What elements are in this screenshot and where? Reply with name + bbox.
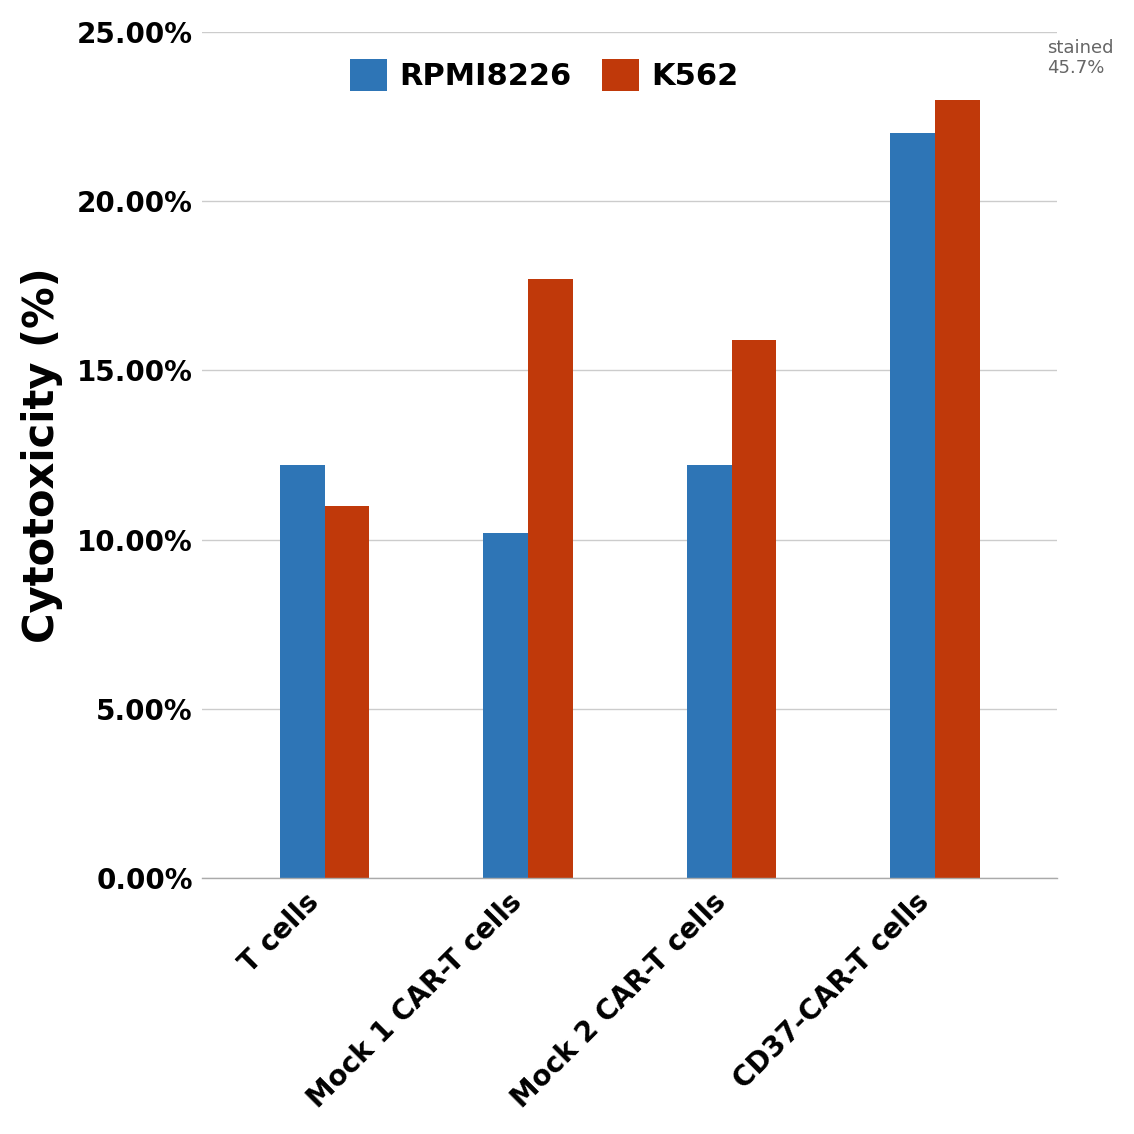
Text: stained
45.7%: stained 45.7%: [1047, 39, 1114, 77]
Bar: [731, 340, 777, 878]
Bar: [687, 465, 731, 878]
Bar: [324, 506, 370, 878]
Bar: [890, 134, 936, 878]
Bar: [280, 465, 324, 878]
Y-axis label: Cytotoxicity (%): Cytotoxicity (%): [20, 268, 62, 643]
Bar: [483, 533, 528, 878]
Bar: [936, 100, 980, 878]
Legend: RPMI8226, K562: RPMI8226, K562: [338, 48, 751, 103]
Bar: [528, 279, 573, 878]
